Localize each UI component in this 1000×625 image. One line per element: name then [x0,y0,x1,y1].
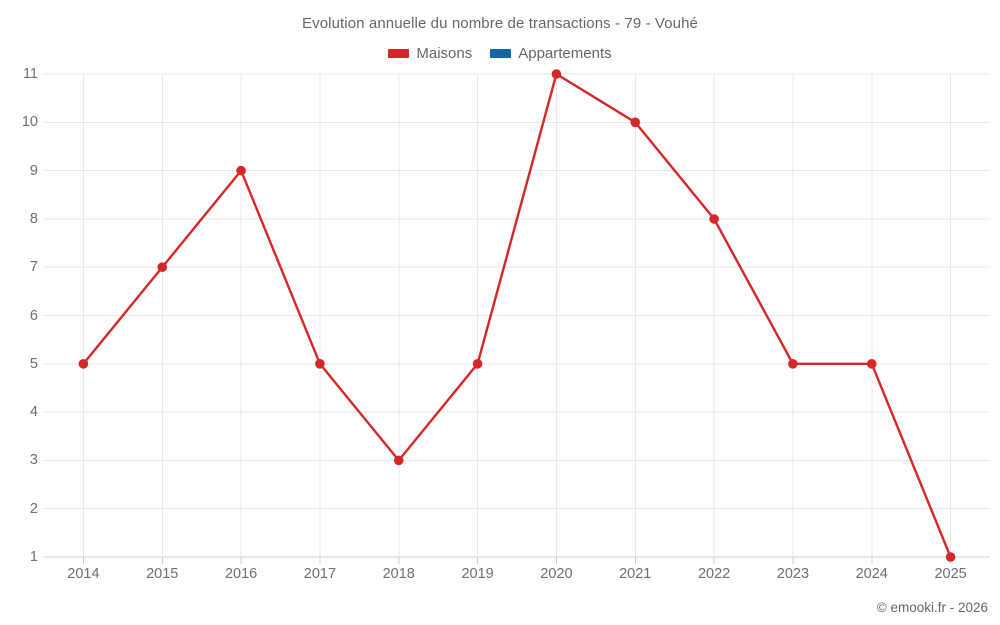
data-point[interactable] [157,262,168,272]
chart-legend: Maisons Appartements [0,45,1000,62]
y-axis-tick-label: 5 [29,355,38,372]
data-point[interactable] [315,359,325,369]
y-axis-tick-label: 3 [29,452,38,469]
legend-swatch-icon [490,49,512,58]
y-axis-tick-label: 4 [29,404,38,421]
data-point[interactable] [788,359,798,369]
x-axis-tick-label: 2015 [146,566,179,582]
x-axis: 2014 2015 2016 2017 2018 2019 2020 2021 2022 2023… [44,566,990,588]
y-axis-tick-label: 2 [29,500,38,517]
x-axis-tick-label: 2018 [382,566,415,582]
gridlines [44,73,990,564]
legend-swatch-icon [388,49,410,58]
data-point[interactable] [393,455,404,466]
y-axis-tick-label: 10 [21,114,38,131]
plot-svg [44,69,990,564]
series-line [82,72,952,559]
data-point[interactable] [866,359,877,369]
legend-item-appartements[interactable]: Appartements [490,45,612,62]
y-axis: 1 2 3 4 5 6 7 8 9 10 11 [0,66,38,565]
x-axis-tick-label: 2016 [224,566,258,582]
x-axis-tick-label: 2022 [697,566,731,582]
y-axis-tick-label: 7 [29,259,38,276]
data-point[interactable] [630,117,641,128]
data-point[interactable] [236,165,246,176]
x-axis-tick-label: 2017 [303,566,337,582]
series-maisons [78,69,956,562]
x-axis-tick-label: 2020 [540,566,573,582]
data-point[interactable] [945,552,956,562]
x-axis-tick-label: 2025 [934,566,967,582]
x-axis-tick-label: 2021 [619,566,652,582]
y-axis-tick-label: 8 [29,210,38,227]
x-axis-tick-label: 2023 [776,566,810,582]
x-axis-tick-label: 2014 [67,566,100,582]
data-point[interactable] [551,69,562,79]
data-point[interactable] [709,214,719,224]
legend-label: Appartements [518,45,612,62]
y-axis-tick-label: 1 [29,549,38,565]
legend-item-maisons[interactable]: Maisons [388,45,472,62]
y-axis-tick-label: 11 [22,66,38,82]
plot-area [44,69,990,564]
data-point[interactable] [472,359,483,369]
x-axis-tick-label: 2024 [855,566,888,582]
footer-credit: © emooki.fr - 2026 [876,600,988,615]
y-axis-tick-label: 9 [29,162,38,179]
data-point[interactable] [78,359,89,369]
y-axis-tick-label: 6 [29,307,38,324]
x-axis-tick-label: 2019 [461,566,494,582]
chart-title: Evolution annuelle du nombre de transact… [302,15,698,32]
legend-label: Maisons [416,45,473,62]
